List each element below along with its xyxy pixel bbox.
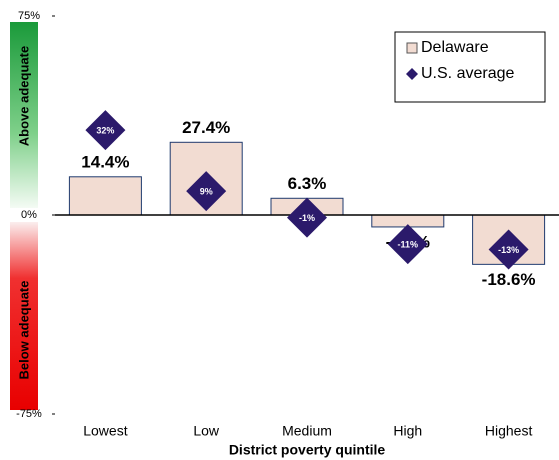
below-band (10, 222, 38, 410)
value-label: 6.3% (288, 174, 327, 193)
above-label: Above adequate (16, 46, 31, 146)
marker (186, 171, 227, 212)
y-tick-label: -75% (16, 408, 42, 420)
marker-label: -1% (299, 213, 315, 223)
legend-swatch (406, 68, 418, 80)
y-tick-label: 0% (21, 209, 37, 221)
legend-swatch (406, 42, 418, 54)
marker (488, 229, 529, 270)
x-tick-label: Highest (485, 423, 533, 439)
marker-label: -11% (398, 240, 419, 250)
marker (85, 110, 126, 151)
bar (68, 176, 142, 216)
marker-label: 9% (200, 186, 213, 196)
above-band (10, 22, 38, 208)
x-tick-label: Low (193, 423, 220, 439)
x-tick-label: High (393, 423, 422, 439)
x-tick-label: Lowest (83, 423, 127, 439)
legend-box (394, 31, 546, 103)
y-tick-label: 75% (18, 10, 40, 22)
marker-label: 32% (96, 125, 114, 135)
value-label: -18.6% (482, 270, 536, 289)
x-tick-label: Medium (282, 423, 332, 439)
x-axis-title: District poverty quintile (229, 442, 386, 458)
value-label: 27.4% (182, 118, 230, 137)
value-label: 14.4% (81, 152, 129, 171)
legend-label: Delaware (421, 39, 489, 56)
marker-label: -13% (498, 245, 519, 255)
marker (287, 197, 327, 238)
legend-label: U.S. average (421, 65, 514, 82)
marker (387, 224, 428, 265)
below-label: Below adequate (16, 281, 31, 380)
